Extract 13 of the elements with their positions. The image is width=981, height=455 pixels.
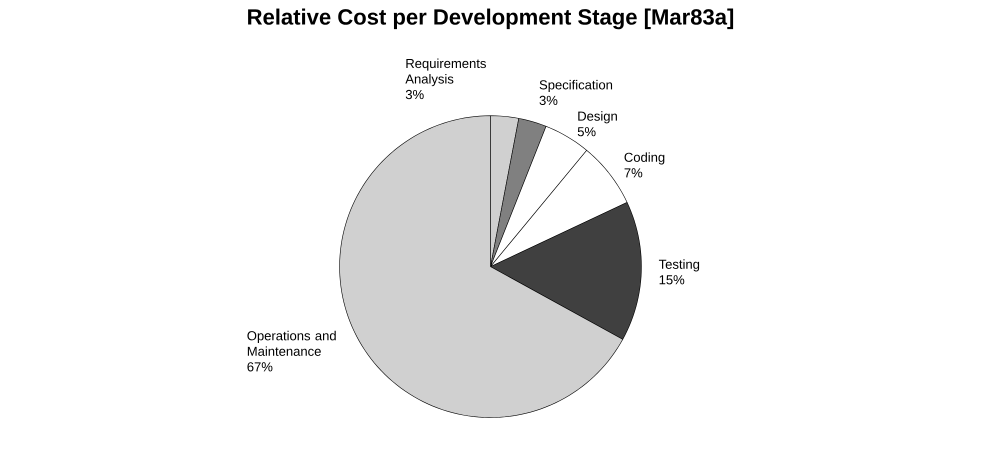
data-label: 15% xyxy=(660,275,684,284)
data-label: 5% xyxy=(578,126,596,136)
slice-label: Requirements Analysis xyxy=(405,58,486,86)
slice-label: Testing xyxy=(658,259,700,272)
data-label: 3% xyxy=(406,90,424,100)
slice-label: Coding xyxy=(624,152,664,164)
data-label: 67% xyxy=(247,362,272,372)
slice-label: Operations and Maintenance xyxy=(247,330,336,356)
data-label: 3% xyxy=(540,96,558,105)
slice-label: Design xyxy=(578,111,617,124)
chart-title: Relative Cost per Development Stage [Mar83a] xyxy=(248,8,734,30)
data-label: 7% xyxy=(624,168,642,178)
slice-label: Specification xyxy=(540,80,612,92)
